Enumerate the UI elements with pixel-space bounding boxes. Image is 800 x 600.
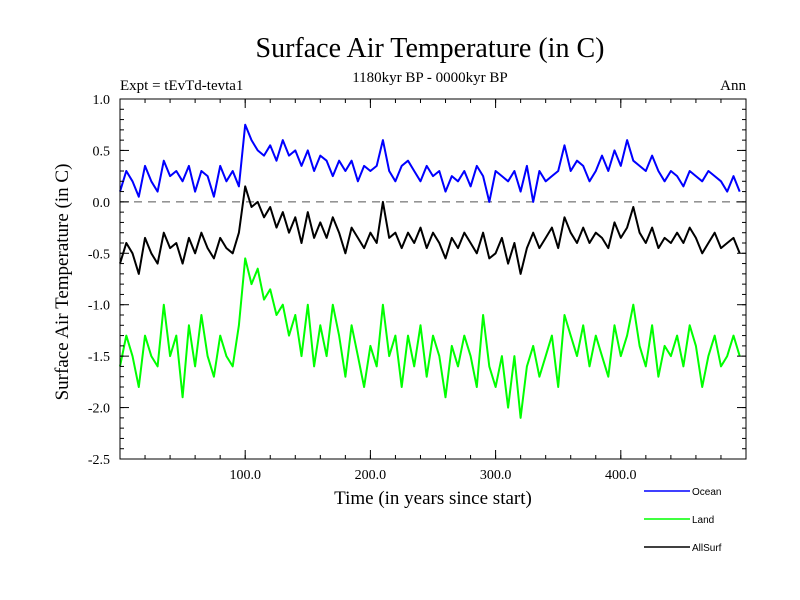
experiment-label: Expt = tEvTd-tevta1 [120,78,243,94]
chart-subtitle: 1180kyr BP - 0000kyr BP [352,70,508,86]
chart-title: Surface Air Temperature (in C) [256,33,605,64]
x-tick-label: 400.0 [605,468,637,483]
series-line-land [119,257,741,419]
series-line-ocean [119,123,741,203]
y-tick-label: -2.5 [88,453,110,468]
axes: 1.0 0.5 0.0 -0.5 -1.0 -1.5 -2.0 -2.5 100.0 200.0 3… [88,93,747,483]
plot-area [119,123,746,419]
y-tick-label: 0.5 [93,144,111,159]
y-tick-label: 1.0 [93,93,111,108]
y-tick-label: 0.0 [93,196,111,211]
y-tick-label: -1.5 [88,350,110,365]
plot-frame [119,98,747,460]
y-tick-label: -1.0 [88,299,110,314]
x-tick-label: 200.0 [355,468,387,483]
legend: Ocean Land AllSurf [644,487,722,554]
y-axis-label: Surface Air Temperature (in C) [52,164,73,401]
legend-label-land: Land [692,515,714,526]
x-axis-label: Time (in years since start) [334,488,532,509]
y-tick-label: -0.5 [88,247,110,262]
legend-label-ocean: Ocean [692,487,721,498]
x-tick-label: 100.0 [229,468,261,483]
series-line-allsurf [119,185,741,275]
y-tick-label: -2.0 [88,402,110,417]
legend-label-allsurf: AllSurf [692,543,722,554]
x-tick-label: 300.0 [480,468,512,483]
season-label: Ann [720,78,746,94]
